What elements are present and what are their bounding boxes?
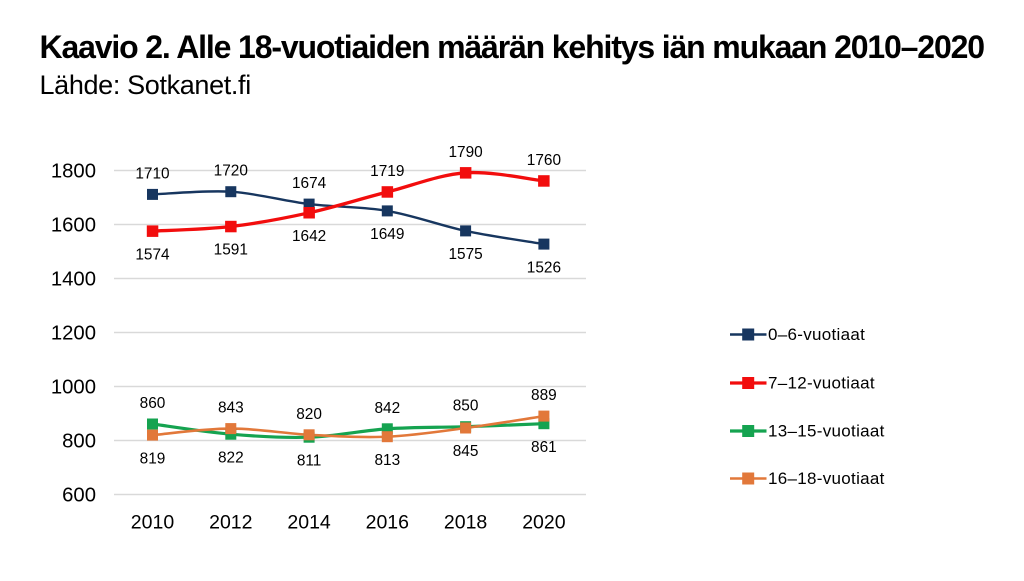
svg-text:1760: 1760	[527, 152, 561, 169]
svg-text:860: 860	[140, 395, 166, 412]
svg-text:2016: 2016	[366, 512, 409, 534]
svg-text:2012: 2012	[209, 512, 252, 534]
svg-text:600: 600	[62, 485, 96, 507]
svg-text:1674: 1674	[292, 175, 327, 192]
svg-text:1790: 1790	[448, 144, 482, 161]
svg-text:1400: 1400	[51, 269, 96, 291]
svg-text:1642: 1642	[292, 228, 326, 245]
svg-text:1800: 1800	[51, 161, 96, 183]
svg-text:1526: 1526	[527, 259, 561, 276]
svg-text:850: 850	[453, 398, 479, 415]
svg-text:822: 822	[218, 449, 244, 466]
svg-text:820: 820	[296, 406, 322, 423]
svg-text:7–12-vuotiaat: 7–12-vuotiaat	[768, 374, 875, 393]
svg-text:16–18-vuotiaat: 16–18-vuotiaat	[768, 469, 885, 488]
svg-text:1200: 1200	[51, 323, 96, 345]
svg-text:843: 843	[218, 400, 244, 417]
svg-text:1575: 1575	[448, 246, 482, 263]
svg-text:1000: 1000	[51, 377, 96, 399]
svg-text:1649: 1649	[370, 226, 404, 243]
svg-text:819: 819	[140, 450, 166, 467]
svg-text:1591: 1591	[214, 242, 248, 259]
svg-text:2018: 2018	[444, 512, 487, 534]
svg-text:813: 813	[374, 452, 400, 469]
svg-text:1719: 1719	[370, 163, 404, 180]
svg-text:1600: 1600	[51, 215, 96, 237]
svg-text:845: 845	[453, 443, 479, 460]
svg-text:1710: 1710	[135, 165, 169, 182]
svg-text:2010: 2010	[131, 512, 175, 534]
svg-text:861: 861	[531, 439, 557, 456]
svg-text:811: 811	[297, 452, 322, 469]
svg-text:1574: 1574	[135, 246, 170, 263]
svg-text:1720: 1720	[214, 163, 248, 180]
svg-text:2020: 2020	[522, 512, 566, 534]
svg-text:2014: 2014	[287, 512, 331, 534]
svg-text:13–15-vuotiaat: 13–15-vuotiaat	[768, 422, 885, 441]
svg-text:0–6-vuotiaat: 0–6-vuotiaat	[768, 325, 865, 344]
svg-text:800: 800	[62, 431, 96, 453]
svg-text:842: 842	[374, 400, 400, 417]
svg-text:889: 889	[531, 387, 557, 404]
